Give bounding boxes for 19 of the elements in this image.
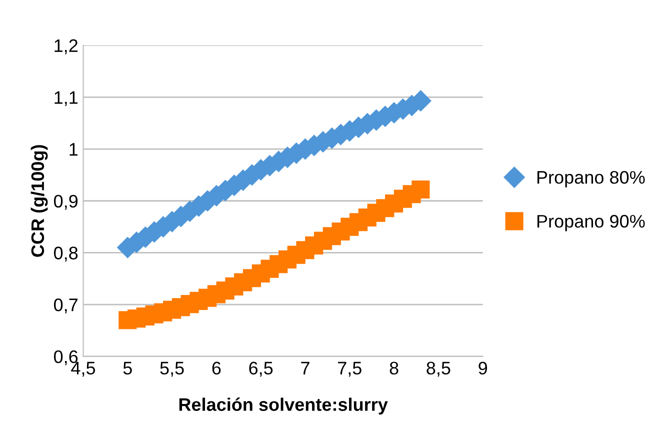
x-tick-label: 9 — [478, 362, 488, 375]
x-tick-label: 8 — [390, 362, 398, 375]
x-tick-label: 7,5 — [338, 362, 362, 377]
x-tick-label: 5 — [123, 362, 132, 375]
x-axis-title: Relación solvente:slurry — [179, 398, 388, 415]
y-axis-title: CCR (g/100g) — [30, 145, 48, 257]
y-tick-label: 1,1 — [54, 91, 78, 106]
x-tick-label: 7 — [301, 362, 310, 374]
legend-label: Propano 80% — [537, 170, 645, 188]
x-tick-label: 5,5 — [160, 362, 184, 377]
y-tick-label: 0,8 — [54, 246, 78, 262]
y-tick-label: 0,9 — [54, 194, 78, 210]
x-tick-label: 8,5 — [426, 362, 450, 377]
y-tick-label: 0,7 — [54, 298, 78, 314]
legend-label: Propano 90% — [537, 214, 645, 232]
x-tick-label: 6,5 — [249, 362, 273, 377]
y-tick-label: 1 — [70, 143, 78, 156]
x-tick-label: 6 — [212, 362, 221, 375]
y-tick-label: 1,2 — [54, 39, 78, 54]
